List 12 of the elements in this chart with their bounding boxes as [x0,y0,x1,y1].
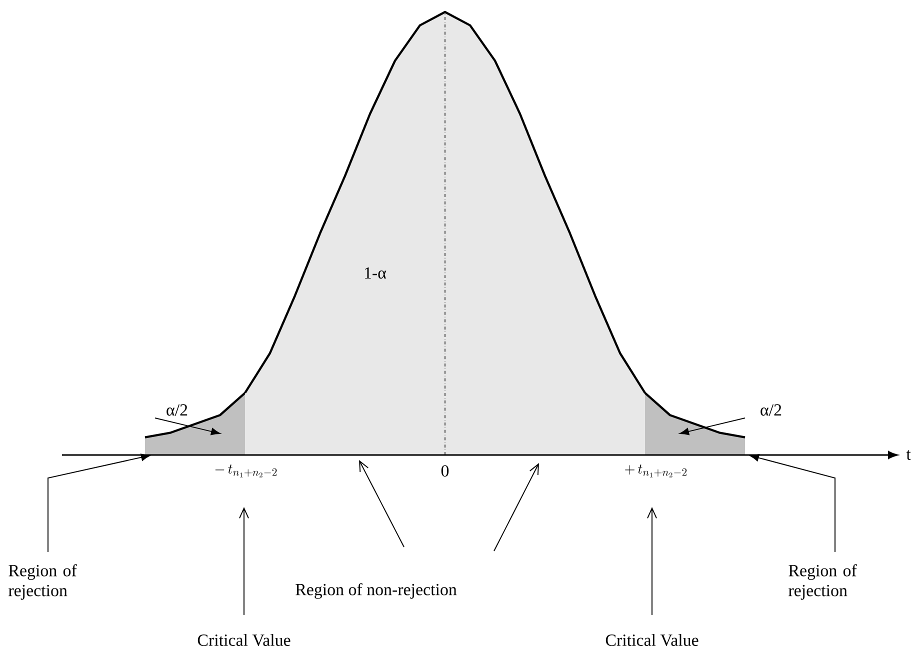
text: $+\,t_{n_1+n_2-2}$ [625,464,687,478]
text: 0 [441,465,449,477]
text: Region of non-rejection [296,583,457,599]
text: Region of rejection [788,564,857,600]
text: t [906,450,911,460]
text: Critical Value [198,634,290,646]
text: Critical Value [606,634,698,646]
annotation: α/2 [166,404,188,416]
text: α/2 [760,404,782,416]
annotation: 1-α [365,267,386,279]
text: Region of rejection [8,564,77,600]
text: $-\,t_{n_1+n_2-2}$ [215,464,277,478]
